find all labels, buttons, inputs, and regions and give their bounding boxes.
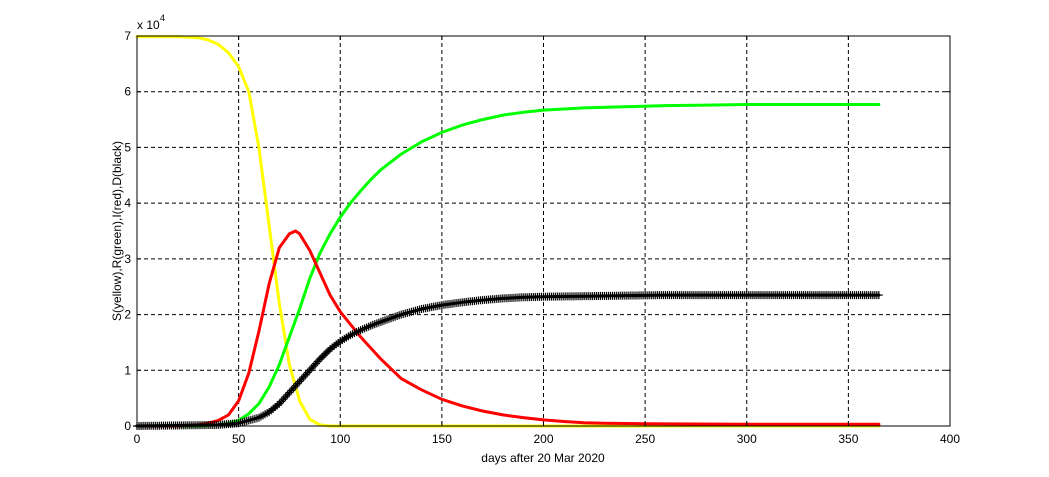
x-tick-label: 200	[533, 432, 553, 446]
x-tick-label: 350	[838, 432, 858, 446]
d-marker	[336, 337, 345, 346]
d-marker	[265, 408, 274, 417]
d-marker	[315, 355, 324, 364]
d-marker	[330, 341, 339, 350]
d-marker	[354, 327, 363, 336]
d-marker	[387, 314, 396, 323]
d-marker	[340, 334, 349, 343]
y-tick-label: 6	[124, 85, 131, 99]
y-multiplier-exponent: 4	[160, 13, 165, 23]
d-marker	[874, 291, 883, 300]
d-marker	[326, 345, 335, 354]
d-marker	[364, 322, 373, 331]
x-tick-label: 0	[134, 432, 141, 446]
x-tick-label: 150	[432, 432, 452, 446]
grid	[137, 36, 950, 426]
x-tick-label: 250	[635, 432, 655, 446]
d-marker	[348, 330, 357, 339]
x-axis-label: days after 20 Mar 2020	[481, 451, 605, 465]
r-curve-line	[135, 103, 881, 428]
y-tick-label: 2	[124, 308, 131, 322]
y-axis-label: S(yellow),R(green),I(red),D(black)	[110, 141, 124, 321]
d-marker	[366, 321, 375, 330]
i-curve-group	[135, 229, 881, 428]
d-marker	[338, 336, 347, 345]
x-tick-label: 400	[940, 432, 960, 446]
d-marker	[352, 328, 361, 337]
d-marker	[380, 316, 389, 325]
d-marker	[254, 413, 263, 422]
y-multiplier-base: x 10	[137, 18, 160, 32]
d-marker	[378, 317, 387, 326]
d-marker	[261, 410, 270, 419]
d-marker	[332, 340, 341, 349]
d-marker	[256, 412, 265, 421]
d-marker	[322, 349, 331, 358]
d-marker	[346, 331, 355, 340]
d-curve-group	[133, 291, 883, 430]
y-tick-label: 7	[124, 29, 131, 43]
y-tick-label: 1	[124, 363, 131, 377]
d-marker	[360, 324, 369, 333]
i-curve-line	[135, 229, 881, 428]
d-marker	[267, 406, 276, 415]
d-marker	[358, 325, 367, 334]
d-marker	[317, 353, 326, 362]
d-marker	[328, 343, 337, 352]
y-tick-label: 0	[124, 419, 131, 433]
x-tick-label: 100	[330, 432, 350, 446]
y-tick-label: 5	[124, 140, 131, 154]
d-marker	[350, 329, 359, 338]
d-marker	[391, 312, 400, 321]
d-marker	[370, 320, 379, 329]
d-marker	[273, 401, 282, 410]
y-tick-label: 4	[124, 196, 131, 210]
r-curve-group	[135, 103, 881, 428]
d-marker	[362, 323, 371, 332]
d-marker	[368, 320, 377, 329]
d-marker	[372, 319, 381, 328]
d-marker	[269, 404, 278, 413]
d-marker	[395, 311, 404, 320]
d-marker	[319, 351, 328, 360]
d-marker	[263, 409, 272, 418]
d-marker	[356, 326, 365, 335]
d-marker	[385, 314, 394, 323]
d-marker	[389, 313, 398, 322]
ticks: 0 50 100 150 200 250 300 350 400 0 1 2 3 4 5 6 7	[124, 29, 960, 446]
d-marker	[393, 312, 402, 321]
d-marker	[374, 318, 383, 327]
y-tick-label: 3	[124, 252, 131, 266]
x-tick-label: 300	[737, 432, 757, 446]
d-marker	[259, 411, 268, 420]
d-marker	[334, 338, 343, 347]
d-marker	[342, 333, 351, 342]
d-marker	[382, 315, 391, 324]
d-marker	[376, 317, 385, 326]
d-marker	[324, 347, 333, 356]
x-tick-label: 50	[232, 432, 246, 446]
d-marker	[271, 403, 280, 412]
d-marker	[344, 332, 353, 341]
